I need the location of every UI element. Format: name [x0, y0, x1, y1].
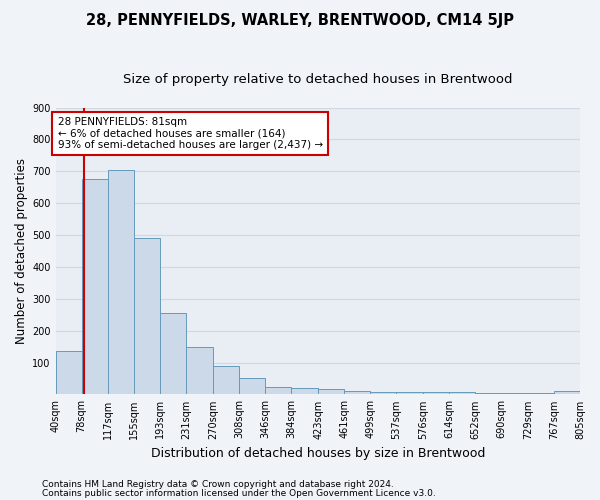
Y-axis label: Number of detached properties: Number of detached properties — [15, 158, 28, 344]
Bar — [528, 393, 554, 394]
Text: Contains HM Land Registry data © Crown copyright and database right 2024.: Contains HM Land Registry data © Crown c… — [42, 480, 394, 489]
X-axis label: Distribution of detached houses by size in Brentwood: Distribution of detached houses by size … — [151, 447, 485, 460]
Bar — [396, 392, 423, 394]
Text: 28 PENNYFIELDS: 81sqm
← 6% of detached houses are smaller (164)
93% of semi-deta: 28 PENNYFIELDS: 81sqm ← 6% of detached h… — [58, 117, 323, 150]
Bar — [265, 388, 292, 394]
Bar — [109, 170, 134, 394]
Title: Size of property relative to detached houses in Brentwood: Size of property relative to detached ho… — [123, 72, 512, 86]
Bar — [56, 352, 82, 395]
Bar — [423, 392, 449, 394]
Bar — [239, 378, 265, 394]
Text: 28, PENNYFIELDS, WARLEY, BRENTWOOD, CM14 5JP: 28, PENNYFIELDS, WARLEY, BRENTWOOD, CM14… — [86, 12, 514, 28]
Bar — [82, 179, 109, 394]
Text: Contains public sector information licensed under the Open Government Licence v3: Contains public sector information licen… — [42, 488, 436, 498]
Bar — [370, 392, 396, 394]
Bar — [292, 388, 318, 394]
Bar — [554, 391, 580, 394]
Bar — [501, 393, 528, 394]
Bar — [213, 366, 239, 394]
Bar — [160, 313, 187, 394]
Bar — [318, 388, 344, 394]
Bar — [344, 391, 370, 394]
Bar — [449, 392, 475, 394]
Bar — [134, 238, 160, 394]
Bar — [475, 393, 501, 394]
Bar — [187, 346, 213, 395]
